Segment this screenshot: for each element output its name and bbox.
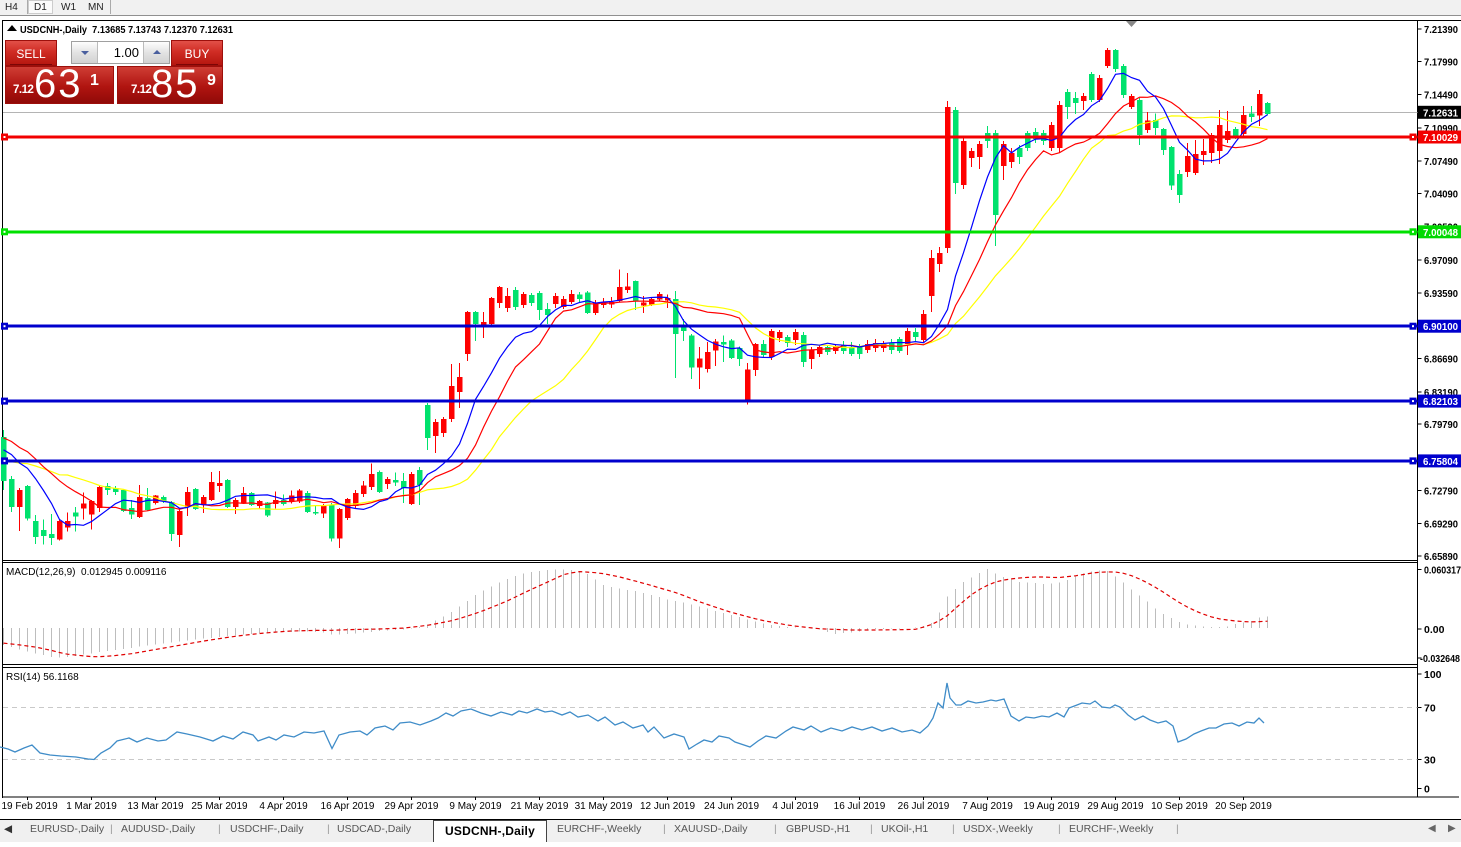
svg-text:31 May 2019: 31 May 2019 xyxy=(575,801,633,812)
svg-text:6.72790: 6.72790 xyxy=(1424,486,1458,498)
svg-text:6.97090: 6.97090 xyxy=(1424,255,1458,267)
svg-text:7.21390: 7.21390 xyxy=(1424,24,1458,36)
svg-text:21 May 2019: 21 May 2019 xyxy=(511,801,569,812)
svg-text:0.00: 0.00 xyxy=(1424,624,1445,636)
svg-text:16 Apr 2019: 16 Apr 2019 xyxy=(321,801,375,812)
svg-text:RSI(14) 56.1168: RSI(14) 56.1168 xyxy=(6,672,79,683)
svg-text:16 Jul 2019: 16 Jul 2019 xyxy=(834,801,886,812)
svg-text:9 May 2019: 9 May 2019 xyxy=(449,801,502,812)
svg-text:19 Aug 2019: 19 Aug 2019 xyxy=(1023,801,1080,812)
svg-text:6.90100: 6.90100 xyxy=(1423,321,1458,333)
svg-text:29 Apr 2019: 29 Apr 2019 xyxy=(385,801,439,812)
svg-text:100: 100 xyxy=(1424,669,1442,681)
svg-text:26 Jul 2019: 26 Jul 2019 xyxy=(898,801,950,812)
svg-text:6.93590: 6.93590 xyxy=(1424,288,1458,300)
svg-text:7.00048: 7.00048 xyxy=(1423,227,1458,239)
svg-text:29 Aug 2019: 29 Aug 2019 xyxy=(1087,801,1144,812)
svg-text:1 Mar 2019: 1 Mar 2019 xyxy=(66,801,117,812)
svg-text:0.060317: 0.060317 xyxy=(1424,565,1461,577)
svg-text:0: 0 xyxy=(1424,783,1430,795)
svg-text:7 Aug 2019: 7 Aug 2019 xyxy=(962,801,1013,812)
svg-text:7.14490: 7.14490 xyxy=(1424,90,1458,102)
svg-text:25 Mar 2019: 25 Mar 2019 xyxy=(191,801,248,812)
svg-text:19 Feb 2019: 19 Feb 2019 xyxy=(2,801,59,812)
svg-text:6.69290: 6.69290 xyxy=(1424,519,1458,531)
svg-text:6.75804: 6.75804 xyxy=(1423,456,1458,468)
svg-text:4 Apr 2019: 4 Apr 2019 xyxy=(259,801,308,812)
svg-text:7.07490: 7.07490 xyxy=(1424,156,1458,168)
svg-text:6.86690: 6.86690 xyxy=(1424,354,1458,366)
svg-text:7.12631: 7.12631 xyxy=(1423,107,1458,119)
svg-text:7.17990: 7.17990 xyxy=(1424,57,1458,69)
svg-text:30: 30 xyxy=(1424,754,1436,766)
svg-text:6.65890: 6.65890 xyxy=(1424,551,1458,563)
svg-text:-0.032648: -0.032648 xyxy=(1420,653,1460,665)
svg-text:7.10029: 7.10029 xyxy=(1423,132,1458,144)
svg-text:70: 70 xyxy=(1424,703,1436,715)
svg-text:6.82103: 6.82103 xyxy=(1423,396,1458,408)
svg-text:4 Jul 2019: 4 Jul 2019 xyxy=(772,801,819,812)
svg-text:MACD(12,26,9) 0.012945 0.0091: MACD(12,26,9) 0.012945 0.009116 xyxy=(6,567,167,578)
svg-text:6.79790: 6.79790 xyxy=(1424,419,1458,431)
svg-text:20 Sep 2019: 20 Sep 2019 xyxy=(1215,801,1272,812)
svg-text:7.04090: 7.04090 xyxy=(1424,188,1458,200)
svg-text:13 Mar 2019: 13 Mar 2019 xyxy=(127,801,184,812)
svg-text:24 Jun 2019: 24 Jun 2019 xyxy=(704,801,759,812)
svg-text:USDCNH-,Daily 7.13685 7.13743: USDCNH-,Daily 7.13685 7.13743 7.12370 7.… xyxy=(20,25,233,36)
svg-text:12 Jun 2019: 12 Jun 2019 xyxy=(640,801,695,812)
svg-text:10 Sep 2019: 10 Sep 2019 xyxy=(1151,801,1208,812)
